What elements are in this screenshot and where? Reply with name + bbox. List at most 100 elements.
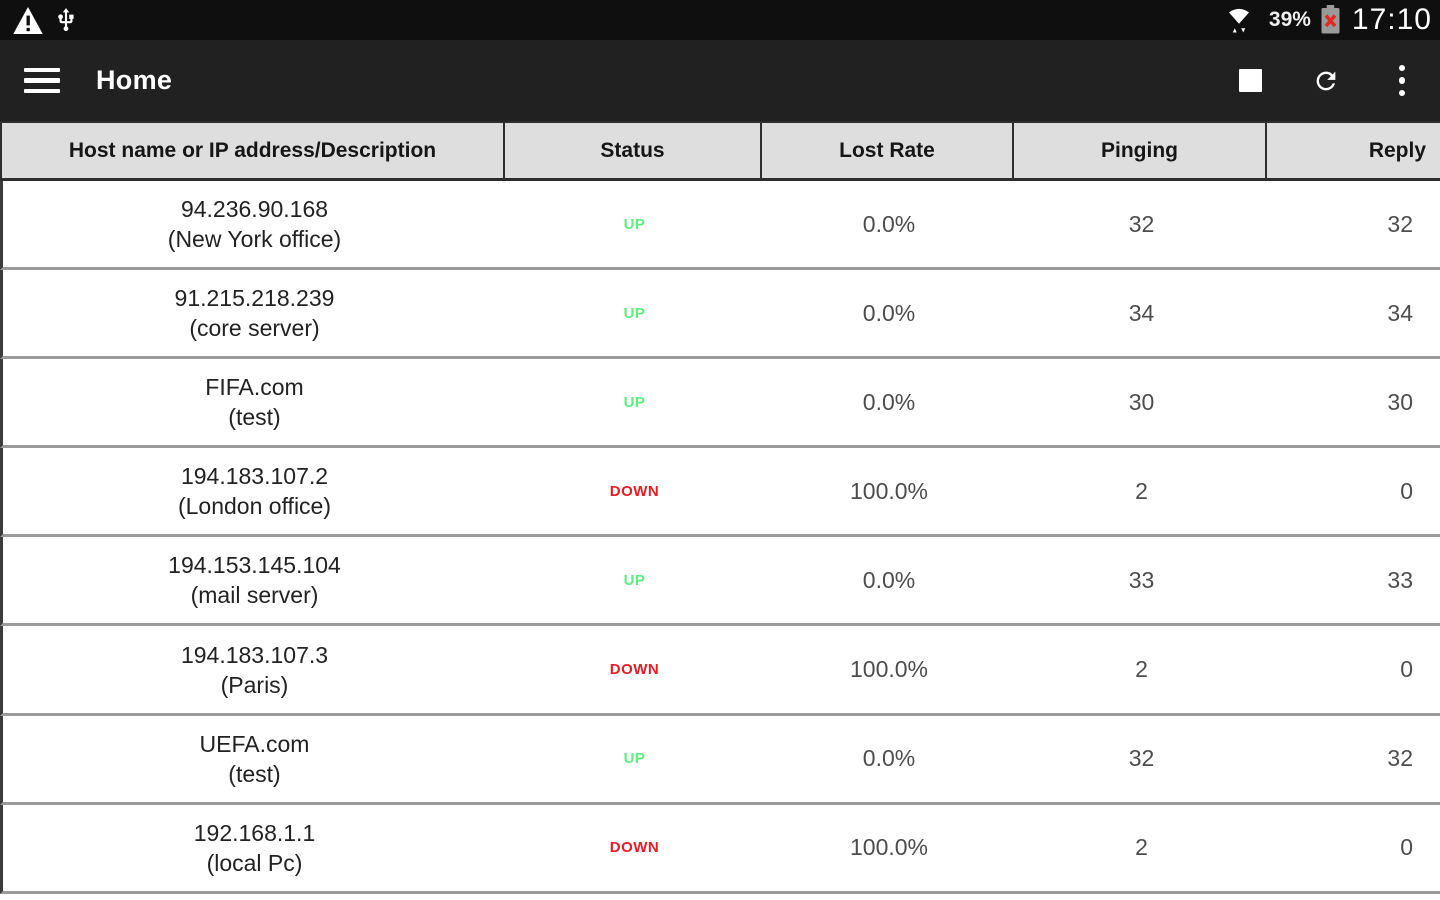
pinging-value: 30	[1128, 388, 1155, 415]
overflow-icon	[1398, 64, 1406, 97]
host-name: 194.183.107.3	[180, 641, 329, 668]
reply-value: 32	[1387, 745, 1413, 772]
host-description: (Paris)	[220, 671, 289, 698]
status-badge: UP	[623, 304, 646, 322]
menu-icon	[24, 67, 60, 94]
reply-value: 30	[1387, 388, 1413, 415]
battery-error-icon	[1320, 5, 1341, 35]
host-name: FIFA.com	[205, 374, 304, 401]
pinging-cell: 33	[1015, 537, 1268, 623]
lost-rate-cell: 0.0%	[763, 716, 1015, 802]
status-badge: DOWN	[609, 482, 660, 500]
column-header-host: Host name or IP address/Description	[2, 123, 505, 178]
host-description: (mail server)	[190, 582, 319, 609]
refresh-icon	[1316, 71, 1336, 90]
lost-rate-cell: 0.0%	[763, 359, 1015, 445]
host-description: (local Pc)	[206, 849, 303, 876]
host-row[interactable]: 194.153.145.104 (mail server) UP 0.0% 33…	[0, 537, 1440, 627]
pinging-cell: 30	[1015, 359, 1268, 445]
host-cell: FIFA.com (test)	[3, 359, 506, 445]
host-row[interactable]: 192.168.1.1 (local Pc) DOWN 100.0% 2 0	[0, 804, 1440, 894]
host-row[interactable]: 94.236.90.168 (New York office) UP 0.0% …	[0, 181, 1440, 271]
lost-rate-value: 100.0%	[849, 834, 928, 861]
lost-rate-value: 0.0%	[862, 566, 916, 593]
reply-cell: 0	[1268, 805, 1440, 891]
host-row[interactable]: FIFA.com (test) UP 0.0% 30 30	[0, 359, 1440, 449]
reply-value: 0	[1400, 656, 1413, 683]
host-row[interactable]: 91.215.218.239 (core server) UP 0.0% 34 …	[0, 270, 1440, 360]
status-badge: UP	[623, 393, 646, 411]
page-title: Home	[96, 65, 173, 95]
status-badge: DOWN	[609, 661, 660, 679]
app-bar: Home	[0, 40, 1440, 121]
lost-rate-cell: 0.0%	[763, 181, 1015, 267]
host-description: (New York office)	[167, 226, 342, 253]
reply-cell: 33	[1268, 537, 1440, 623]
host-table: Host name or IP address/Description Stat…	[0, 121, 1440, 900]
column-header-lost-rate: Lost Rate	[762, 123, 1014, 178]
column-header-reply: Reply	[1368, 138, 1426, 162]
reply-value: 0	[1400, 477, 1413, 504]
status-badge: UP	[623, 215, 646, 233]
warning-icon	[13, 6, 43, 34]
host-name: 194.153.145.104	[168, 552, 341, 579]
host-cell: 194.183.107.3 (Paris)	[3, 626, 506, 712]
reply-value: 34	[1387, 299, 1413, 326]
pinging-value: 32	[1128, 745, 1155, 772]
reply-cell: 0	[1268, 626, 1440, 712]
host-name: 194.183.107.2	[180, 463, 329, 490]
lost-rate-value: 0.0%	[862, 388, 916, 415]
host-name: 192.168.1.1	[193, 819, 316, 846]
lost-rate-value: 0.0%	[862, 299, 916, 326]
status-cell: UP	[506, 181, 763, 267]
reply-cell: 32	[1268, 716, 1440, 802]
host-cell: 194.153.145.104 (mail server)	[3, 537, 506, 623]
host-cell: 91.215.218.239 (core server)	[3, 270, 506, 356]
menu-button[interactable]	[18, 57, 66, 105]
refresh-button[interactable]	[1302, 57, 1350, 105]
pinging-value: 34	[1128, 299, 1155, 326]
stop-button[interactable]	[1226, 57, 1274, 105]
lost-rate-value: 100.0%	[849, 477, 928, 504]
host-cell: 192.168.1.1 (local Pc)	[3, 805, 506, 891]
battery-percent: 39%	[1268, 8, 1311, 31]
reply-value: 33	[1387, 566, 1413, 593]
lost-rate-value: 0.0%	[862, 210, 916, 237]
host-name: 94.236.90.168	[180, 196, 329, 223]
status-bar: 39% 17:10	[0, 0, 1440, 40]
lost-rate-cell: 100.0%	[763, 805, 1015, 891]
host-cell: 194.183.107.2 (London office)	[3, 448, 506, 534]
reply-cell: 0	[1268, 448, 1440, 534]
host-row[interactable]: UEFA.com (test) UP 0.0% 32 32	[0, 715, 1440, 805]
pinging-cell: 34	[1015, 270, 1268, 356]
lost-rate-value: 100.0%	[849, 656, 928, 683]
reply-cell: 30	[1268, 359, 1440, 445]
pinging-value: 32	[1128, 210, 1155, 237]
overflow-menu-button[interactable]	[1378, 57, 1426, 105]
status-cell: DOWN	[506, 626, 763, 712]
host-row[interactable]: 194.183.107.3 (Paris) DOWN 100.0% 2 0	[0, 626, 1440, 716]
app-bar-actions	[1226, 57, 1426, 105]
status-cell: UP	[506, 359, 763, 445]
status-badge: UP	[623, 571, 646, 589]
host-row[interactable]: 194.183.107.2 (London office) DOWN 100.0…	[0, 448, 1440, 538]
wifi-icon	[1224, 5, 1254, 35]
host-name: UEFA.com	[199, 730, 310, 757]
stop-icon	[1238, 69, 1262, 92]
lost-rate-cell: 0.0%	[763, 537, 1015, 623]
pinging-cell: 32	[1015, 181, 1268, 267]
host-name: 91.215.218.239	[174, 285, 335, 312]
status-cell: DOWN	[506, 448, 763, 534]
reply-value: 32	[1387, 210, 1413, 237]
status-badge: DOWN	[609, 839, 660, 857]
table-body: 94.236.90.168 (New York office) UP 0.0% …	[0, 181, 1440, 900]
host-cell: UEFA.com (test)	[3, 716, 506, 802]
reply-cell: 34	[1268, 270, 1440, 356]
lost-rate-value: 0.0%	[862, 745, 916, 772]
column-header-pinging: Pinging	[1014, 123, 1267, 178]
lost-rate-cell: 100.0%	[763, 626, 1015, 712]
lost-rate-cell: 100.0%	[763, 448, 1015, 534]
status-cell: UP	[506, 716, 763, 802]
lost-rate-cell: 0.0%	[763, 270, 1015, 356]
